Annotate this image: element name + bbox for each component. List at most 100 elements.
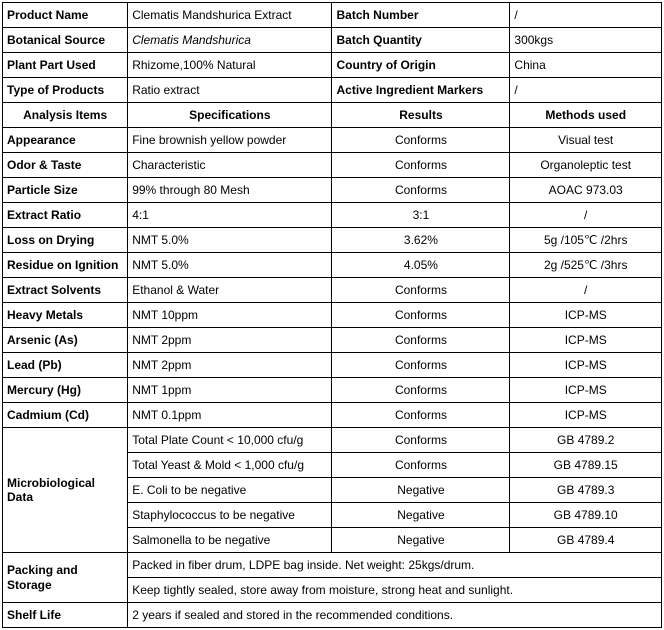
spec-cell: Salmonella to be negative xyxy=(128,528,332,553)
analysis-row: Extract Ratio4:13:1/ xyxy=(3,203,662,228)
result-cell: Negative xyxy=(332,478,510,503)
analysis-row: Particle Size99% through 80 MeshConforms… xyxy=(3,178,662,203)
spec-cell: E. Coli to be negative xyxy=(128,478,332,503)
header-value: / xyxy=(510,78,662,103)
analysis-row: Extract SolventsEthanol & WaterConforms/ xyxy=(3,278,662,303)
spec-cell: Total Plate Count < 10,000 cfu/g xyxy=(128,428,332,453)
analysis-row: Lead (Pb)NMT 2ppmConformsICP-MS xyxy=(3,353,662,378)
header-label: Batch Quantity xyxy=(332,28,510,53)
analysis-row: Heavy MetalsNMT 10ppmConformsICP-MS xyxy=(3,303,662,328)
header-value: Clematis Mandshurica xyxy=(128,28,332,53)
spec-cell: NMT 2ppm xyxy=(128,353,332,378)
header-row: Botanical SourceClematis MandshuricaBatc… xyxy=(3,28,662,53)
result-cell: Conforms xyxy=(332,128,510,153)
analysis-item: Loss on Drying xyxy=(3,228,128,253)
analysis-item: Cadmium (Cd) xyxy=(3,403,128,428)
header-label: Plant Part Used xyxy=(3,53,128,78)
header-label: Country of Origin xyxy=(332,53,510,78)
result-cell: 3.62% xyxy=(332,228,510,253)
result-cell: Conforms xyxy=(332,153,510,178)
analysis-header-row: Analysis ItemsSpecificationsResultsMetho… xyxy=(3,103,662,128)
method-cell: Visual test xyxy=(510,128,662,153)
analysis-item: Particle Size xyxy=(3,178,128,203)
analysis-item: Extract Ratio xyxy=(3,203,128,228)
method-cell: GB 4789.2 xyxy=(510,428,662,453)
header-value: 300kgs xyxy=(510,28,662,53)
result-cell: Conforms xyxy=(332,303,510,328)
col-header: Methods used xyxy=(510,103,662,128)
shelf-value: 2 years if sealed and stored in the reco… xyxy=(128,603,662,628)
packing-row: Packing and StoragePacked in fiber drum,… xyxy=(3,553,662,578)
result-cell: Conforms xyxy=(332,178,510,203)
spec-cell: Total Yeast & Mold < 1,000 cfu/g xyxy=(128,453,332,478)
method-cell: 2g /525℃ /3hrs xyxy=(510,253,662,278)
analysis-row: Loss on DryingNMT 5.0%3.62%5g /105℃ /2hr… xyxy=(3,228,662,253)
header-value: Rhizome,100% Natural xyxy=(128,53,332,78)
method-cell: ICP-MS xyxy=(510,353,662,378)
header-label: Batch Number xyxy=(332,3,510,28)
coa-sheet: Product NameClematis Mandshurica Extract… xyxy=(0,0,664,630)
method-cell: GB 4789.10 xyxy=(510,503,662,528)
method-cell: GB 4789.4 xyxy=(510,528,662,553)
method-cell: / xyxy=(510,278,662,303)
analysis-item: Odor & Taste xyxy=(3,153,128,178)
method-cell: GB 4789.3 xyxy=(510,478,662,503)
header-label: Type of Products xyxy=(3,78,128,103)
spec-cell: Ethanol & Water xyxy=(128,278,332,303)
packing-value: Packed in fiber drum, LDPE bag inside. N… xyxy=(128,553,662,578)
analysis-row: Residue on IgnitionNMT 5.0%4.05%2g /525℃… xyxy=(3,253,662,278)
header-value: China xyxy=(510,53,662,78)
analysis-row: AppearanceFine brownish yellow powderCon… xyxy=(3,128,662,153)
method-cell: GB 4789.15 xyxy=(510,453,662,478)
spec-cell: NMT 5.0% xyxy=(128,228,332,253)
analysis-item: Appearance xyxy=(3,128,128,153)
shelf-row: Shelf Life2 years if sealed and stored i… xyxy=(3,603,662,628)
col-header: Analysis Items xyxy=(3,103,128,128)
header-row: Plant Part UsedRhizome,100% NaturalCount… xyxy=(3,53,662,78)
analysis-item: Mercury (Hg) xyxy=(3,378,128,403)
analysis-item: Heavy Metals xyxy=(3,303,128,328)
analysis-row: Odor & TasteCharacteristicConformsOrgano… xyxy=(3,153,662,178)
spec-cell: NMT 1ppm xyxy=(128,378,332,403)
method-cell: ICP-MS xyxy=(510,378,662,403)
spec-cell: Staphylococcus to be negative xyxy=(128,503,332,528)
header-label: Botanical Source xyxy=(3,28,128,53)
analysis-row: Mercury (Hg)NMT 1ppmConformsICP-MS xyxy=(3,378,662,403)
result-cell: Conforms xyxy=(332,403,510,428)
analysis-item: Extract Solvents xyxy=(3,278,128,303)
analysis-row: Cadmium (Cd)NMT 0.1ppmConformsICP-MS xyxy=(3,403,662,428)
method-cell: 5g /105℃ /2hrs xyxy=(510,228,662,253)
header-label: Active Ingredient Markers xyxy=(332,78,510,103)
header-row: Product NameClematis Mandshurica Extract… xyxy=(3,3,662,28)
result-cell: Conforms xyxy=(332,453,510,478)
header-value: Clematis Mandshurica Extract xyxy=(128,3,332,28)
method-cell: / xyxy=(510,203,662,228)
col-header: Specifications xyxy=(128,103,332,128)
spec-cell: NMT 5.0% xyxy=(128,253,332,278)
spec-cell: Fine brownish yellow powder xyxy=(128,128,332,153)
spec-cell: NMT 10ppm xyxy=(128,303,332,328)
result-cell: 3:1 xyxy=(332,203,510,228)
result-cell: 4.05% xyxy=(332,253,510,278)
spec-cell: 99% through 80 Mesh xyxy=(128,178,332,203)
micro-row: Microbiological DataTotal Plate Count < … xyxy=(3,428,662,453)
result-cell: Negative xyxy=(332,528,510,553)
analysis-item: Residue on Ignition xyxy=(3,253,128,278)
micro-label: Microbiological Data xyxy=(3,428,128,553)
analysis-item: Lead (Pb) xyxy=(3,353,128,378)
spec-cell: Characteristic xyxy=(128,153,332,178)
packing-value: Keep tightly sealed, store away from moi… xyxy=(128,578,662,603)
header-row: Type of ProductsRatio extractActive Ingr… xyxy=(3,78,662,103)
analysis-row: Arsenic (As)NMT 2ppmConformsICP-MS xyxy=(3,328,662,353)
header-value: / xyxy=(510,3,662,28)
method-cell: AOAC 973.03 xyxy=(510,178,662,203)
result-cell: Negative xyxy=(332,503,510,528)
result-cell: Conforms xyxy=(332,278,510,303)
shelf-label: Shelf Life xyxy=(3,603,128,628)
method-cell: ICP-MS xyxy=(510,328,662,353)
packing-label: Packing and Storage xyxy=(3,553,128,603)
method-cell: ICP-MS xyxy=(510,403,662,428)
result-cell: Conforms xyxy=(332,378,510,403)
coa-table: Product NameClematis Mandshurica Extract… xyxy=(2,2,662,628)
result-cell: Conforms xyxy=(332,428,510,453)
